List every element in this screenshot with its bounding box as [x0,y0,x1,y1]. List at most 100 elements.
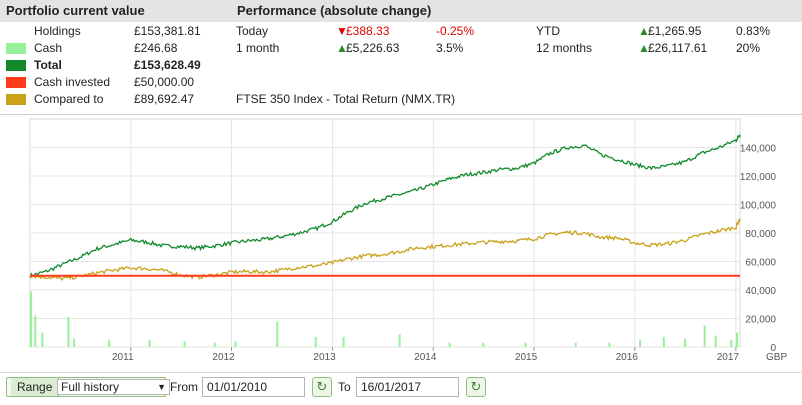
cash-bar [342,337,345,347]
y-tick-label: 60,000 [745,258,776,269]
cash-bar [314,337,317,347]
y-tick-label: 80,000 [745,229,776,240]
perf-ytd-percent: 0.83% [736,24,771,38]
cash-bar [30,291,33,347]
perf-1month-label: 1 month [236,41,280,55]
chart-lines [29,134,741,282]
chart-grid [29,118,741,348]
performance-header: Performance (absolute change) [231,0,802,22]
compared-index-name: FTSE 350 Index - Total Return (NMX.TR) [236,92,456,106]
portfolio-summary: Portfolio current value Performance (abs… [0,0,802,118]
cash-bar [574,342,577,347]
x-axis: 2011 2012 2013 2014 2015 2016 2017 [112,347,739,363]
cash-bar [730,339,733,347]
cash-bar [398,334,401,347]
x-tick-label: 2014 [414,352,437,363]
range-label: Range [11,378,60,396]
compared-value: £89,692.47 [134,92,195,106]
perf-12months-up-icon: ▲ [638,41,650,55]
x-tick-label: 2017 [717,352,740,363]
x-tick-label: 2015 [515,352,538,363]
perf-ytd-change: £1,265.95 [648,24,702,38]
cash-swatch [6,43,26,54]
summary-divider [0,114,802,115]
cash-row: Cash £246.68 1 month ▲ £5,226.63 3.5% 12… [0,40,802,57]
cash-bar [108,339,111,347]
perf-today-down-icon: ▼ [336,24,348,38]
cash-bar [213,342,216,347]
cash-bar [183,341,186,347]
cash-bar [735,332,738,347]
cash-invested-swatch [6,77,26,88]
perf-today-change: £388.33 [346,24,390,38]
range-controls: Range Full history ▼ From 01/01/2010 ↻ T… [0,372,802,405]
y-tick-label: 40,000 [745,286,776,297]
cash-bar [41,332,44,347]
cash-bar [639,339,642,347]
compared-swatch [6,94,26,105]
y-tick-label: 140,000 [740,144,777,155]
holdings-value: £153,381.81 [134,24,201,38]
compared-row: Compared to £89,692.47 FTSE 350 Index - … [0,91,802,108]
cash-bar [524,342,527,347]
to-refresh-icon[interactable]: ↻ [466,377,486,397]
x-tick-label: 2011 [112,352,134,363]
from-refresh-icon[interactable]: ↻ [312,377,332,397]
from-label: From [170,380,198,394]
cash-bar [276,321,279,347]
y-tick-label: 0 [770,343,776,354]
to-label: To [338,380,351,394]
perf-12months-percent: 20% [736,41,761,55]
total-line [29,134,741,278]
performance-title: Performance (absolute change) [237,3,432,18]
range-select-value: Full history [61,380,120,394]
total-value: £153,628.49 [134,58,201,72]
cash-invested-value: £50,000.00 [134,75,195,89]
perf-ytd-up-icon: ▲ [638,24,650,38]
cash-value: £246.68 [134,41,178,55]
from-date-input[interactable]: 01/01/2010 [202,377,305,397]
y-axis: 0 20,000 40,000 60,000 80,000 100,000 120,000 1… [740,144,777,355]
cash-invested-row: Cash invested £50,000.00 [0,74,802,91]
cash-bar [608,342,611,347]
perf-ytd-label: YTD [536,24,560,38]
cash-bar [448,342,451,347]
perf-12months-change: £26,117.61 [648,41,708,55]
chevron-down-icon: ▼ [157,382,166,392]
perf-today-label: Today [236,24,269,38]
cash-label: Cash [34,41,63,55]
perf-1month-change: £5,226.63 [346,41,400,55]
cash-bar [662,337,665,347]
cash-bar [684,338,687,347]
cash-bar [714,335,717,347]
holdings-label: Holdings [34,24,81,38]
cash-bar [234,341,237,347]
portfolio-value-title: Portfolio current value [6,3,145,18]
cash-bar [148,339,151,347]
x-tick-label: 2012 [212,352,235,363]
range-box: Range Full history ▼ [6,377,170,397]
portfolio-value-header: Portfolio current value [0,0,236,22]
range-select[interactable]: Full history ▼ [57,379,170,395]
cash-bar [34,315,37,347]
y-axis-unit: GBP [766,352,787,363]
cash-invested-label: Cash invested [34,75,111,89]
total-label: Total [34,58,62,72]
compared-line [29,218,741,282]
cash-bar [482,342,485,347]
x-tick-label: 2016 [616,352,639,363]
portfolio-chart: 2011 2012 2013 2014 2015 2016 2017 0 20,000 40,0… [29,118,787,363]
y-tick-label: 100,000 [740,201,777,212]
cash-bar [67,317,70,347]
y-tick-label: 20,000 [745,315,776,326]
perf-1month-percent: 3.5% [436,41,464,55]
perf-12months-label: 12 months [536,41,593,55]
cash-bars [30,291,738,347]
cash-bar [703,325,706,347]
to-date-input[interactable]: 16/01/2017 [356,377,459,397]
x-tick-label: 2013 [313,352,336,363]
y-tick-label: 120,000 [740,172,777,183]
cash-bar [73,338,76,347]
total-row: Total £153,628.49 [0,57,802,74]
perf-1month-up-icon: ▲ [336,41,348,55]
